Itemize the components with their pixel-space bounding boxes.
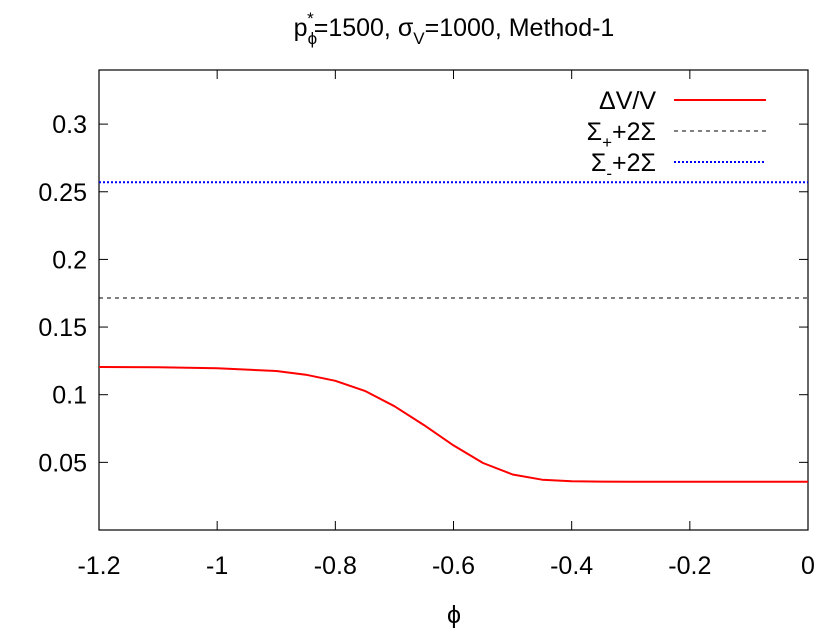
- y-tick-label: 0.05: [38, 449, 87, 477]
- series-layer: [98, 181, 808, 483]
- plot-area: [98, 69, 809, 531]
- legend-label: Σ++2Σ: [587, 118, 656, 152]
- x-tick-label: -0.2: [668, 552, 711, 580]
- x-tick-label: -0.6: [432, 552, 475, 580]
- x-tick-label: -0.8: [314, 552, 357, 580]
- y-tick-label: 0.3: [52, 111, 87, 139]
- y-tick-label: 0.2: [52, 246, 87, 274]
- legend-label: ΔV/V: [599, 87, 656, 115]
- x-axis: -1.2 -1 -0.8 -0.6 -0.4 -0.2 0: [77, 70, 815, 580]
- x-tick-label: 0: [801, 552, 815, 580]
- y-tick-label: 0.1: [52, 382, 87, 410]
- y-axis: 0.05 0.1 0.15 0.2 0.25 0.3: [38, 111, 808, 477]
- legend-label: Σ-+2Σ: [591, 149, 656, 183]
- x-tick-label: -1: [206, 552, 228, 580]
- legend: ΔV/V Σ++2ΣΣ-+2Σ: [587, 87, 766, 183]
- series-line: [98, 366, 808, 483]
- y-tick-label: 0.15: [38, 314, 87, 342]
- x-tick-label: -0.4: [550, 552, 593, 580]
- x-axis-label: ϕ: [447, 601, 461, 629]
- chart-title: pϕ*=1500, σV=1000, Method-1: [294, 9, 615, 48]
- x-tick-label: -1.2: [77, 552, 120, 580]
- y-tick-label: 0.25: [38, 179, 87, 207]
